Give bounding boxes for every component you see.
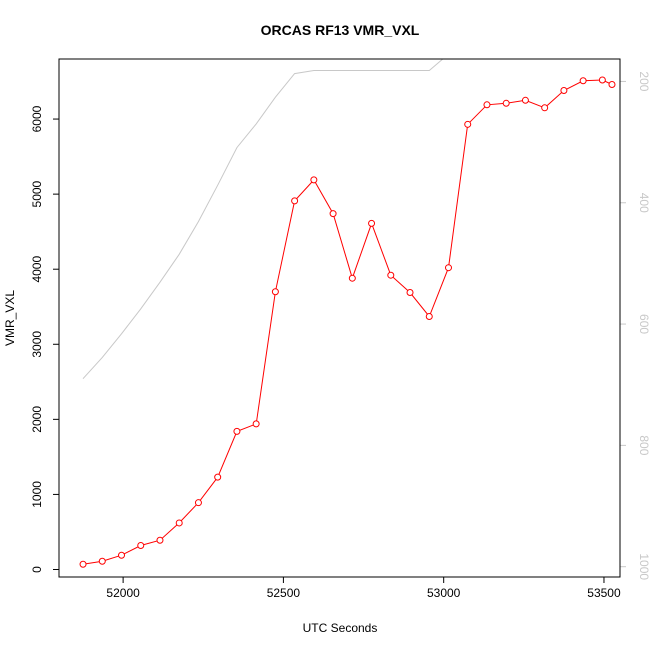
data-point (483, 101, 491, 109)
y2-tick-label: 400 (637, 193, 650, 213)
y2-tick-label: 800 (637, 435, 650, 455)
x-tick-label: 53500 (587, 586, 621, 600)
plot-frame (58, 58, 621, 578)
series-1 (79, 76, 616, 568)
x-axis-label: UTC Seconds (303, 621, 378, 635)
data-point (118, 551, 126, 559)
data-point (156, 536, 164, 544)
chart-title: ORCAS RF13 VMR_VXL (261, 22, 420, 38)
data-point (560, 87, 568, 95)
data-point (252, 420, 260, 428)
y-tick-label: 3000 (30, 331, 44, 358)
y-tick-label: 5000 (30, 180, 44, 207)
data-point (271, 288, 279, 296)
data-point (194, 499, 202, 507)
data-point (502, 99, 510, 107)
x-tick-label: 53000 (427, 586, 461, 600)
series-group (79, 59, 616, 568)
x-tick-label: 52000 (106, 586, 140, 600)
data-point (541, 104, 549, 112)
series-line (82, 59, 444, 380)
data-point (98, 557, 106, 565)
y-tick-label: 0 (30, 566, 44, 573)
data-point (348, 274, 356, 282)
data-point (406, 288, 414, 296)
data-point (425, 312, 433, 320)
y-axis-label: VMR_VXL (3, 290, 17, 346)
series-2 (82, 59, 444, 380)
data-point (387, 271, 395, 279)
y-tick-label: 4000 (30, 256, 44, 283)
data-point (233, 427, 241, 435)
y-tick-label: 6000 (30, 105, 44, 132)
data-point (329, 210, 337, 218)
y-tick-label: 1000 (30, 481, 44, 508)
y2-tick-label: 1000 (637, 553, 650, 580)
data-point (579, 77, 587, 85)
data-point (464, 120, 472, 128)
data-point (368, 219, 376, 227)
data-point (137, 541, 145, 549)
data-point (175, 519, 183, 527)
data-point (291, 197, 299, 205)
y2-tick-label: 200 (637, 71, 650, 91)
y-tick-label: 2000 (30, 406, 44, 433)
x-tick-label: 52500 (267, 586, 301, 600)
data-point (598, 76, 606, 84)
data-point (608, 81, 616, 89)
data-point (79, 560, 87, 568)
data-point (310, 176, 318, 184)
data-point (521, 96, 529, 104)
data-point (214, 473, 222, 481)
y2-tick-label: 600 (637, 314, 650, 334)
data-point (444, 264, 452, 272)
